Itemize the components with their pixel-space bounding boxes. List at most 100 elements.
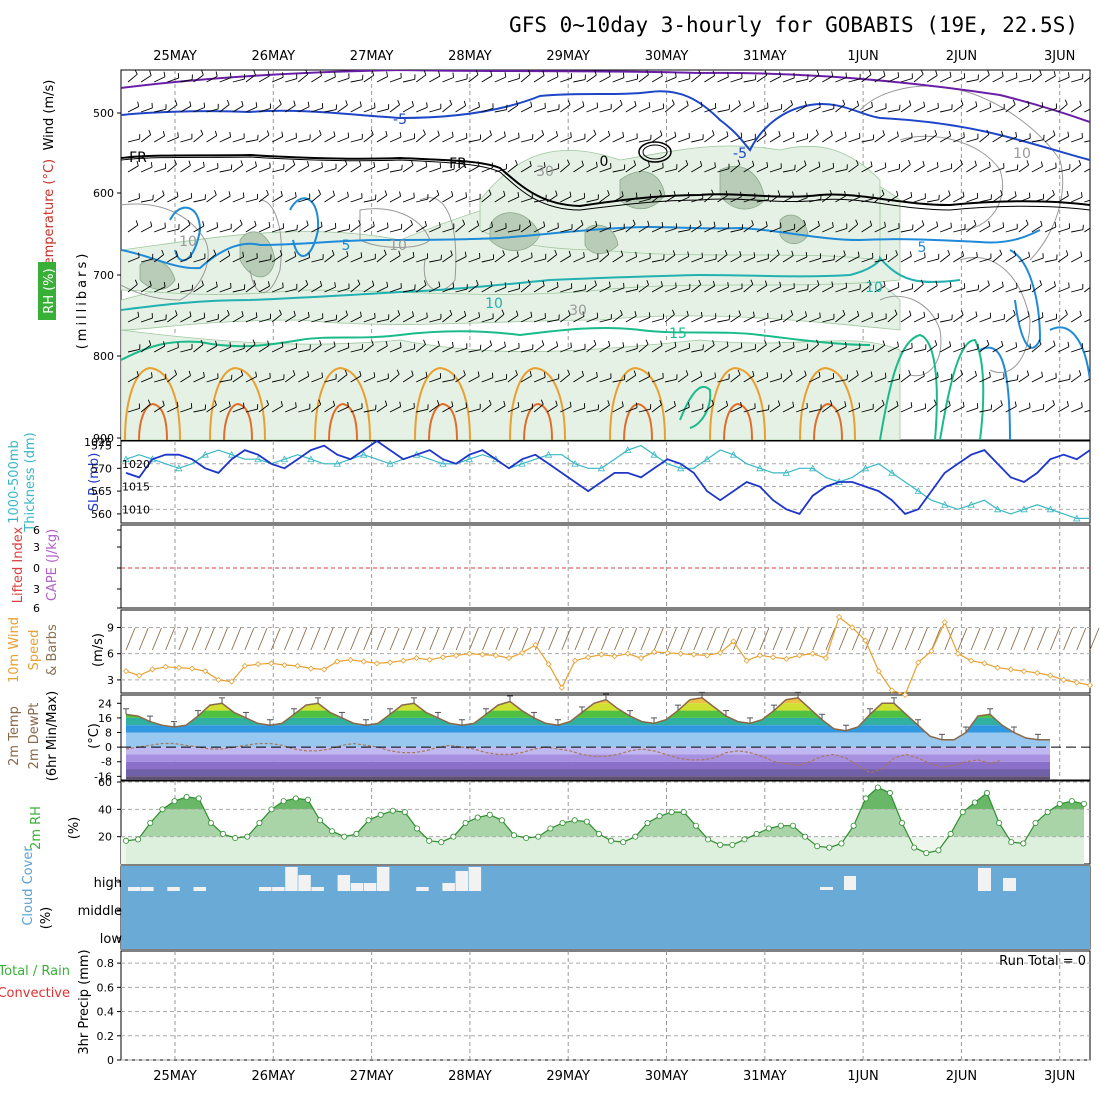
upper-wind-barb-flag bbox=[426, 102, 428, 108]
wind10m-marker bbox=[479, 651, 486, 658]
high-cloud-bar bbox=[978, 868, 991, 891]
upper-wind-barb bbox=[1071, 288, 1083, 293]
upper-wind-barb bbox=[311, 193, 321, 203]
upper-wind-barb bbox=[704, 226, 716, 233]
upper-wind-barb-flag bbox=[673, 401, 676, 407]
axis-labels: Wind (m/s)Temperature (°C)RH (%) (milliba… bbox=[0, 80, 106, 1055]
upper-wind-barb bbox=[337, 347, 349, 353]
upper-wind-barb bbox=[717, 286, 729, 293]
upper-wind-barb bbox=[625, 348, 638, 353]
rh2m-marker bbox=[680, 809, 687, 816]
upper-wind-barb bbox=[625, 315, 637, 323]
upper-wind-barb bbox=[651, 194, 662, 203]
upper-wind-barb bbox=[704, 344, 715, 353]
upper-wind-barb bbox=[743, 105, 755, 113]
upper-wind-barb bbox=[1018, 256, 1030, 263]
upper-wind-barb bbox=[285, 406, 297, 413]
upper-wind-barb bbox=[900, 315, 912, 323]
rh2m-marker bbox=[317, 817, 324, 824]
upper-wind-barb bbox=[546, 194, 558, 203]
upper-wind-barb-flag bbox=[712, 280, 716, 286]
upper-wind-barb bbox=[809, 376, 821, 383]
upper-wind-barb-flag bbox=[227, 309, 230, 315]
upper-wind-barb-flag bbox=[255, 371, 258, 377]
upper-wind-barb bbox=[546, 254, 557, 263]
upper-wind-barb bbox=[494, 378, 507, 383]
upper-wind-barb bbox=[520, 408, 533, 413]
upper-wind-barb bbox=[468, 165, 480, 173]
wind10m-marker bbox=[796, 652, 803, 659]
upper-wind-barb-flag bbox=[463, 370, 466, 376]
upper-wind-barb-flag bbox=[1015, 342, 1018, 348]
wind10m-marker bbox=[175, 664, 182, 671]
upper-wind-barb bbox=[481, 377, 494, 383]
thickness-tick: 565 bbox=[91, 485, 112, 498]
upper-wind-barb-flag bbox=[686, 100, 689, 106]
upper-wind-barb bbox=[835, 314, 846, 323]
wind10m-marker bbox=[703, 652, 711, 659]
upper-wind-barb-flag bbox=[659, 399, 663, 405]
temp2m-line bbox=[125, 697, 1050, 741]
upper-wind-barb-flag bbox=[936, 162, 939, 168]
upper-wind-barb bbox=[822, 135, 833, 143]
rh2m-marker bbox=[741, 836, 748, 843]
upper-wind-barb-flag bbox=[543, 162, 546, 168]
upper-wind-barb-flag bbox=[292, 370, 296, 376]
upper-wind-barb bbox=[494, 109, 507, 113]
upper-wind-barb bbox=[547, 108, 559, 113]
upper-wind-barb bbox=[743, 224, 754, 233]
upper-wind-barb bbox=[206, 286, 218, 293]
upper-wind-barb bbox=[651, 108, 664, 113]
upper-wind-barb-flag bbox=[581, 160, 584, 166]
upper-wind-barb bbox=[350, 256, 362, 263]
wind10m-marker bbox=[611, 653, 618, 660]
high-cloud-bar bbox=[820, 887, 833, 890]
upper-wind-barb bbox=[926, 107, 939, 113]
upper-wind-barb bbox=[730, 255, 742, 263]
upper-wind-barb bbox=[219, 346, 231, 353]
upper-wind-barb bbox=[1005, 228, 1018, 233]
upper-wind-barb bbox=[481, 344, 492, 353]
wind10m-marker bbox=[294, 662, 301, 669]
upper-wind-barb bbox=[573, 165, 584, 173]
upper-wind-barb bbox=[258, 404, 269, 413]
upper-wind-barb bbox=[1031, 408, 1044, 413]
upper-wind-barb-flag bbox=[896, 400, 899, 406]
upper-wind-barb bbox=[599, 194, 610, 203]
upper-wind-barb-flag bbox=[344, 159, 348, 165]
upper-wind-barb-flag bbox=[858, 192, 860, 198]
upper-wind-barb bbox=[363, 134, 374, 143]
upper-wind-barb-flag bbox=[842, 309, 846, 315]
lifted-index-tick: 0 bbox=[33, 562, 40, 575]
top-date-label: 31MAY bbox=[743, 49, 787, 64]
upper-wind-barb bbox=[926, 258, 939, 263]
upper-wind-barb bbox=[271, 168, 284, 173]
upper-wind-barb bbox=[363, 225, 375, 233]
contour-label: FR bbox=[449, 156, 467, 172]
upper-wind-barb-flag bbox=[844, 131, 847, 137]
cape-axis-label: Lifted Index CAPE (J/kg) bbox=[11, 526, 60, 603]
rh2m-marker bbox=[753, 830, 760, 837]
upper-wind-barb-flag bbox=[947, 249, 951, 255]
upper-wind-barb-flag bbox=[975, 101, 978, 107]
upper-wind-barb bbox=[298, 408, 310, 413]
thickness-marker bbox=[1020, 505, 1028, 513]
upper-wind-barb-flag bbox=[674, 341, 677, 347]
rh2m-marker bbox=[341, 833, 348, 840]
high-cloud-bar bbox=[442, 883, 455, 891]
upper-wind-barb-flag bbox=[556, 281, 559, 288]
temperature-axis-label: Temperature (°C) bbox=[42, 159, 57, 272]
upper-wind-barb bbox=[127, 197, 140, 203]
upper-wind-barb bbox=[900, 164, 911, 173]
upper-wind-barb bbox=[769, 318, 782, 323]
upper-wind-barb bbox=[245, 284, 256, 293]
upper-wind-barb-flag bbox=[910, 402, 913, 408]
upper-wind-barb bbox=[271, 254, 283, 263]
upper-wind-barb bbox=[167, 255, 178, 263]
temp-contour-20 bbox=[209, 366, 266, 440]
upper-wind-barb bbox=[586, 225, 598, 233]
upper-wind-barb bbox=[193, 376, 205, 383]
slp-line bbox=[125, 439, 1091, 515]
upper-wind-barb-flag bbox=[177, 132, 179, 138]
upper-wind-barb-flag bbox=[347, 132, 350, 138]
